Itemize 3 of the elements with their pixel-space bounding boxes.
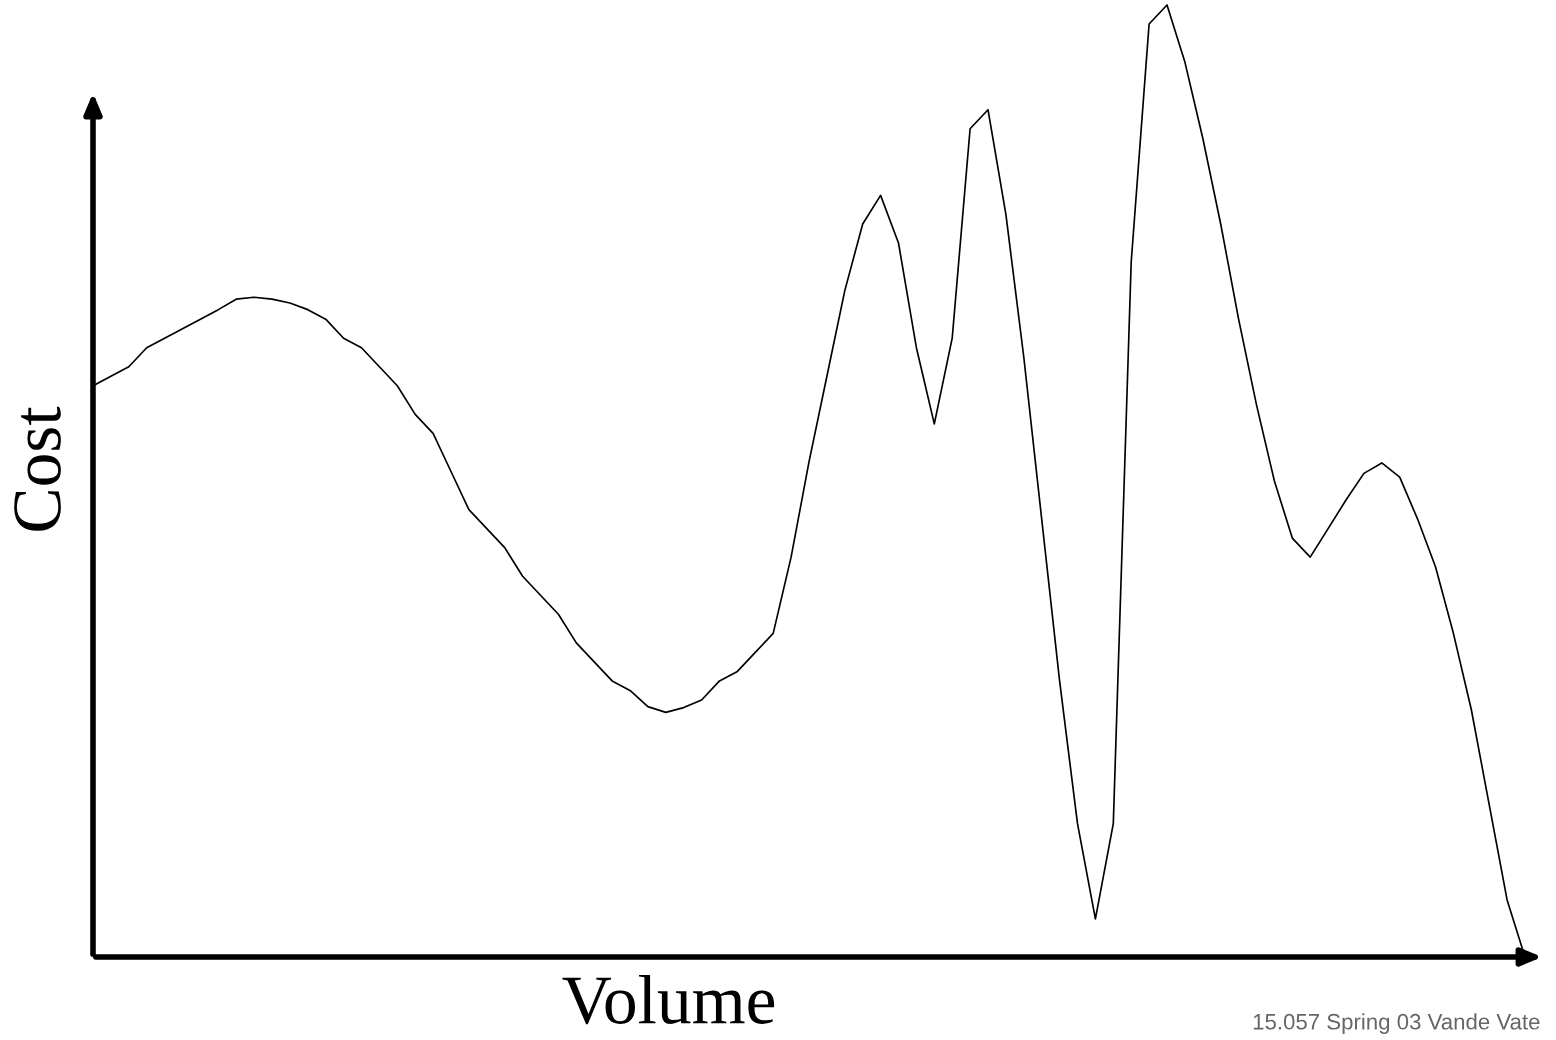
x-axis-title: Volume <box>562 975 775 1025</box>
text: 15.057 Spring 03 Vande Vate <box>1253 1013 1540 1034</box>
y-axis-title: Cost <box>14 406 61 531</box>
